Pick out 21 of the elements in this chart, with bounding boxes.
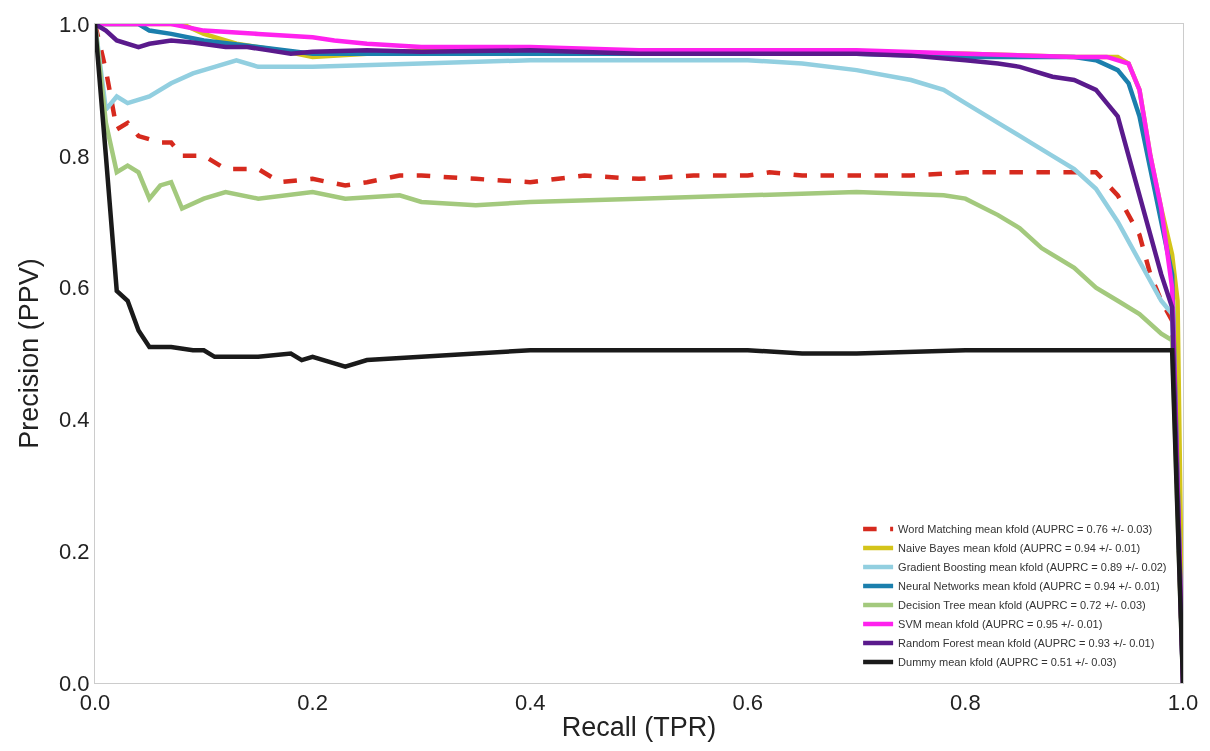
y-tick-label: 0.6 [59,275,90,301]
y-tick-label: 1.0 [59,11,90,37]
y-tick-label: 0.8 [59,143,90,169]
legend-label: Naive Bayes mean kfold (AUPRC = 0.94 +/- 0.01) [898,542,1141,555]
x-tick-label: 1.0 [1167,690,1199,716]
y-tick-label: 0.4 [59,407,90,433]
x-tick-label: 0.4 [514,690,546,716]
x-tick-label: 0.6 [732,690,764,716]
legend-label: Dummy mean kfold (AUPRC = 0.51 +/- 0.03) [898,656,1117,669]
x-axis-title: Recall (TPR) [561,711,717,742]
line-series [95,24,1183,683]
legend-label: Neural Networks mean kfold (AUPRC = 0.94 +/- 0.01) [898,580,1160,593]
legend-label: Decision Tree mean kfold (AUPRC = 0.72 +/- 0.03) [898,599,1146,612]
x-tick-label: 0.8 [950,690,981,716]
legend-label: Random Forest mean kfold (AUPRC = 0.93 +/- 0.01) [898,637,1155,650]
legend-label: Gradient Boosting mean kfold (AUPRC = 0.89 +/- 0.02) [898,561,1167,574]
y-axis-title: Precision (PPV) [14,258,45,449]
legend-label: Word Matching mean kfold (AUPRC = 0.76 +/- 0.03) [898,523,1153,536]
x-tick-label: 0.2 [297,690,328,716]
legend-label: SVM mean kfold (AUPRC = 0.95 +/- 0.01) [898,618,1103,631]
y-tick-label: 0.2 [59,538,90,564]
